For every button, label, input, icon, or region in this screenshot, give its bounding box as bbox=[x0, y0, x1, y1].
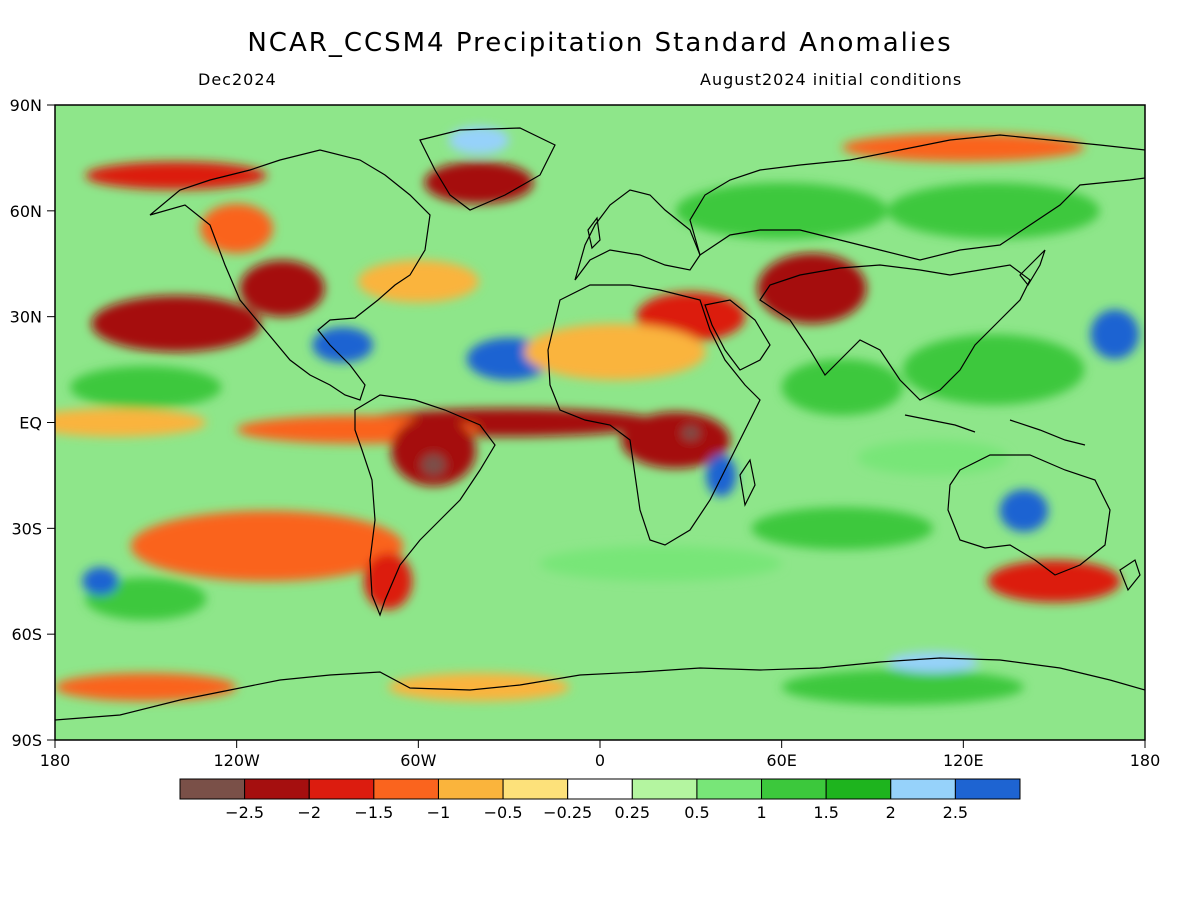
anomaly-region bbox=[421, 454, 446, 476]
forecast-month: Dec2024 bbox=[198, 70, 277, 89]
latitude-axis: 90N 60N 30N EQ 30S 60S 90S bbox=[10, 96, 55, 750]
anomaly-region bbox=[239, 260, 325, 317]
anomaly-region bbox=[200, 203, 273, 254]
anomaly-region bbox=[902, 334, 1085, 405]
longitude-axis: 180 120W 60W 0 60E 120E 180 bbox=[40, 740, 1161, 770]
colorbar: −2.5 −2 −1.5 −1 −0.5 −0.25 0.25 0.5 1 1.5 2 2.5 bbox=[179, 778, 1021, 822]
colorbar-label: 1.5 bbox=[813, 803, 838, 822]
anomaly-region bbox=[70, 366, 222, 409]
lon-label: 60W bbox=[400, 751, 436, 770]
lat-label: 90N bbox=[10, 96, 42, 115]
colorbar-swatch bbox=[696, 778, 763, 800]
colorbar-label: 1 bbox=[756, 803, 766, 822]
lon-label: 120E bbox=[943, 751, 984, 770]
anomaly-region bbox=[391, 415, 476, 486]
anomaly-region bbox=[675, 182, 888, 240]
anomaly-region bbox=[312, 327, 373, 363]
lat-label: 60N bbox=[10, 202, 42, 221]
anomaly-region bbox=[781, 359, 903, 416]
anomaly-region bbox=[55, 672, 237, 702]
anomaly-region bbox=[1090, 309, 1139, 359]
colorbar-label: −0.25 bbox=[543, 803, 592, 822]
colorbar-label: 0.25 bbox=[614, 803, 650, 822]
anomaly-region bbox=[842, 133, 1085, 162]
anomaly-region bbox=[887, 651, 979, 673]
colorbar-label: 2 bbox=[886, 803, 896, 822]
anomaly-region bbox=[751, 507, 934, 550]
colorbar-swatch bbox=[890, 778, 956, 800]
lat-label: EQ bbox=[19, 414, 42, 433]
lon-label: 180 bbox=[1130, 751, 1161, 770]
anomaly-region bbox=[887, 182, 1100, 240]
anomaly-region bbox=[91, 295, 261, 352]
colorbar-label: 0.5 bbox=[684, 803, 709, 822]
anomaly-region bbox=[524, 323, 706, 381]
colorbar-swatch bbox=[373, 778, 439, 800]
anomaly-region bbox=[705, 454, 737, 497]
colorbar-swatch bbox=[502, 778, 569, 800]
lat-label: 30N bbox=[10, 308, 42, 327]
colorbar-label: −2 bbox=[297, 803, 321, 822]
anomaly-region bbox=[621, 411, 731, 469]
colorbar-swatch bbox=[567, 778, 633, 800]
colorbar-label: −2.5 bbox=[225, 803, 264, 822]
colorbar-swatch bbox=[437, 778, 504, 800]
anomaly-region bbox=[987, 560, 1121, 603]
anomaly-region bbox=[363, 553, 413, 610]
colorbar-label: −1 bbox=[427, 803, 451, 822]
map-title: NCAR_CCSM4 Precipitation Standard Anomal… bbox=[247, 28, 953, 58]
anomaly-region bbox=[757, 253, 867, 324]
coastlines bbox=[55, 127, 1145, 721]
colorbar-swatch bbox=[244, 778, 310, 800]
lon-label: 60E bbox=[766, 751, 796, 770]
lon-label: 120W bbox=[213, 751, 260, 770]
colorbar-swatch bbox=[761, 778, 827, 800]
anomaly-region bbox=[539, 545, 782, 582]
anomaly-region bbox=[448, 126, 510, 155]
anomaly-region bbox=[130, 510, 404, 582]
anomaly-region bbox=[85, 161, 267, 190]
colorbar-label: 2.5 bbox=[943, 803, 968, 822]
anomaly-region bbox=[82, 567, 119, 596]
lon-label: 180 bbox=[40, 751, 71, 770]
anomaly-region bbox=[681, 426, 700, 441]
colorbar-label: −0.5 bbox=[484, 803, 523, 822]
colorbar-swatch bbox=[954, 778, 1021, 800]
anomaly-region bbox=[424, 161, 534, 204]
anomaly-region bbox=[388, 672, 570, 702]
colorbar-label: −1.5 bbox=[354, 803, 393, 822]
colorbar-swatch bbox=[179, 778, 246, 800]
anomaly-region bbox=[857, 440, 1009, 476]
anomaly-region bbox=[55, 408, 207, 437]
colorbar-swatch bbox=[631, 778, 698, 800]
colorbar-swatch bbox=[825, 778, 892, 800]
lon-label: 0 bbox=[595, 751, 605, 770]
initial-conditions: August2024 initial conditions bbox=[700, 70, 963, 89]
lat-label: 90S bbox=[11, 731, 42, 750]
anomaly-region bbox=[999, 489, 1049, 532]
lat-label: 60S bbox=[11, 625, 42, 644]
anomaly-region bbox=[781, 669, 1024, 705]
lat-label: 30S bbox=[11, 519, 42, 538]
colorbar-swatch bbox=[308, 778, 375, 800]
anomaly-region bbox=[357, 260, 479, 303]
